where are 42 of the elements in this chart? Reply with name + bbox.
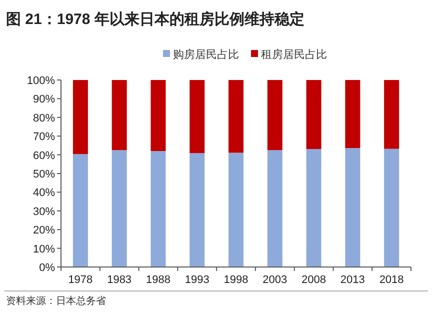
- bar: [267, 150, 282, 267]
- y-tick-label: 50%: [32, 168, 56, 180]
- bar: [112, 150, 127, 267]
- x-tick-label: 2008: [302, 274, 326, 286]
- y-tick-label: 100%: [26, 75, 56, 87]
- legend-label: 购房居民占比: [173, 48, 239, 61]
- bar: [228, 152, 244, 267]
- y-tick-label: 90%: [32, 94, 56, 106]
- bar: [345, 80, 360, 148]
- bar: [306, 80, 322, 150]
- y-tick-label: 80%: [32, 112, 56, 124]
- bar: [306, 149, 322, 267]
- y-tick-label: 10%: [32, 243, 56, 256]
- y-tick-label: 30%: [32, 206, 56, 218]
- legend-label: 租房居民占比: [261, 48, 327, 61]
- y-tick-label: 70%: [32, 131, 56, 144]
- bar: [150, 80, 166, 152]
- y-tick-label: 40%: [32, 187, 56, 200]
- bar: [72, 154, 88, 267]
- x-tick-label: 2013: [340, 274, 365, 286]
- y-tick-label: 20%: [32, 224, 56, 237]
- bar: [112, 80, 127, 150]
- bar: [384, 148, 400, 267]
- text: 资料来源：日本总务省: [6, 295, 106, 307]
- bar: [150, 151, 166, 267]
- x-tick-label: 1983: [107, 274, 132, 286]
- x-tick-label: 2018: [379, 274, 404, 286]
- x-tick-label: 1978: [68, 274, 93, 286]
- bar: [267, 80, 282, 150]
- bar: [228, 80, 244, 153]
- bar: [345, 148, 360, 267]
- x-tick-label: 1998: [224, 274, 248, 286]
- chart-title: 图 21：1978 年以来日本的租房比例维持稳定: [6, 10, 304, 28]
- x-tick-label: 1993: [184, 274, 210, 286]
- bar: [190, 153, 205, 267]
- bar: [72, 80, 88, 154]
- x-tick-label: 2003: [262, 274, 288, 286]
- bar: [384, 80, 400, 149]
- y-tick-label: 60%: [32, 150, 56, 162]
- x-tick-label: 1988: [146, 274, 170, 286]
- y-tick-label: 0%: [39, 262, 56, 274]
- bar: [190, 80, 205, 154]
